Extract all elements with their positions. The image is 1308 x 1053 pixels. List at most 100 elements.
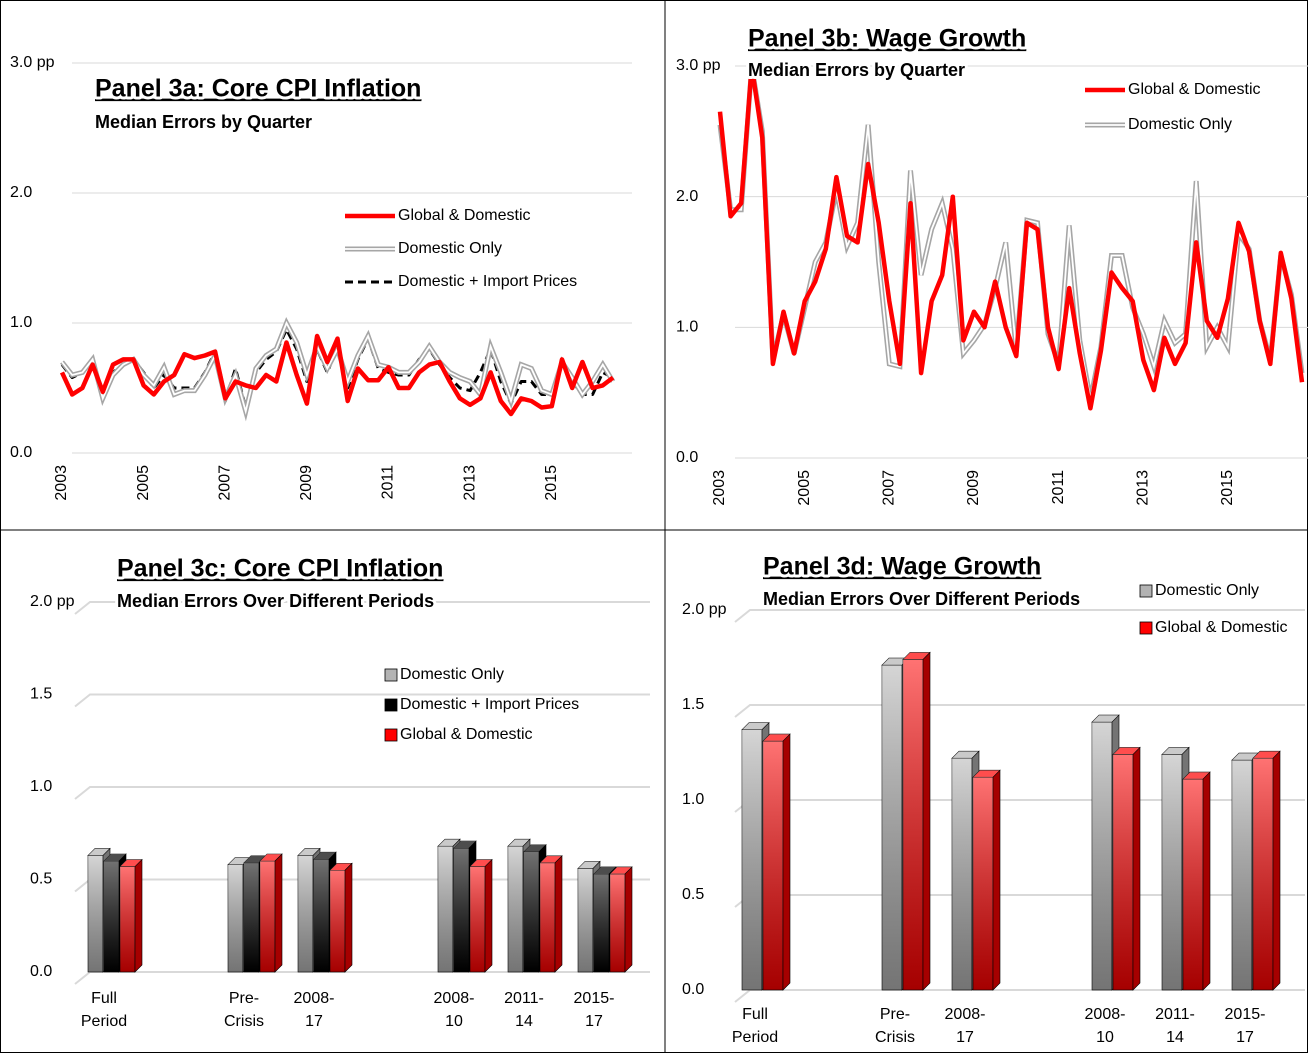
- bar-shade: [1232, 760, 1252, 990]
- y-tick-label: 1.5: [30, 686, 52, 703]
- bar-shade: [1113, 754, 1133, 990]
- panel-subtitle: Median Errors Over Different Periods: [117, 591, 434, 611]
- grid-line: [734, 989, 1305, 1003]
- legend-label: Global & Domestic: [400, 726, 533, 743]
- x-tick-label: 2005: [796, 470, 813, 506]
- panel-subtitle: Median Errors by Quarter: [748, 60, 965, 80]
- legend-label: Domestic Only: [398, 240, 502, 257]
- legend-label: Domestic Only: [1155, 582, 1259, 599]
- bar: [762, 733, 791, 991]
- bar-side-dark: [555, 855, 562, 972]
- bar-top-light: [1253, 751, 1280, 759]
- grid-line: [74, 878, 650, 893]
- bar-shade: [438, 846, 453, 972]
- series-line: [60, 328, 614, 409]
- legend-swatch: [384, 728, 398, 742]
- bar-side: [624, 866, 633, 973]
- bar-side: [1202, 771, 1211, 991]
- grid-line: [734, 704, 1305, 718]
- bar-shade: [578, 868, 593, 972]
- bar-shade: [260, 861, 275, 972]
- bar: [259, 853, 283, 973]
- legend-swatch: [1139, 621, 1153, 635]
- y-tick-label: 2.0: [10, 184, 32, 201]
- bar-side: [1132, 746, 1141, 991]
- x-tick-label: 2013: [461, 465, 478, 501]
- bar-top-light: [952, 751, 979, 759]
- bar-shade: [120, 866, 135, 972]
- legend-label: Global & Domestic: [1155, 619, 1288, 636]
- x-tick-label: 2008- 17: [293, 990, 335, 1030]
- panel-title: Panel 3d: Wage Growth: [763, 553, 1041, 581]
- bar-shade: [594, 873, 609, 972]
- grid-line: [734, 894, 1305, 908]
- bar-side: [274, 853, 283, 973]
- panel-title: Panel 3a: Core CPI Inflation: [95, 75, 421, 103]
- x-tick-label: 2003: [53, 465, 70, 501]
- bar-shade: [763, 741, 783, 990]
- bar-side-dark: [1203, 772, 1210, 990]
- x-tick-label: Pre- Crisis: [224, 990, 264, 1030]
- bar-side-dark: [625, 866, 632, 972]
- panel-subtitle: Median Errors by Quarter: [95, 112, 312, 132]
- x-tick-label: 2008- 10: [1084, 1006, 1126, 1046]
- legend-label: Global & Domestic: [398, 207, 531, 224]
- y-tick-label: 2.0: [676, 188, 698, 205]
- y-tick-label: 2.0 pp: [682, 601, 727, 618]
- grid-line: [74, 693, 650, 708]
- bar-side: [782, 733, 791, 991]
- bar: [539, 855, 563, 973]
- legend-label: Domestic Only: [1128, 116, 1232, 133]
- bar-side: [134, 858, 143, 973]
- bar: [329, 862, 353, 973]
- y-tick-label: 3.0 pp: [10, 54, 55, 71]
- x-tick-label: 2008- 10: [433, 990, 475, 1030]
- bar-top-light: [1162, 747, 1189, 755]
- bar-shade: [454, 848, 469, 972]
- grid-line: [734, 799, 1305, 813]
- x-tick-label: 2007: [881, 470, 898, 506]
- y-tick-label: 0.0: [676, 449, 698, 466]
- y-tick-label: 0.0: [682, 981, 704, 998]
- bar-side: [1272, 750, 1281, 991]
- bar-side: [484, 858, 493, 973]
- legend-label: Global & Domestic: [1128, 81, 1261, 98]
- bar: [1112, 746, 1141, 991]
- legend-swatch: [384, 668, 398, 682]
- bar: [119, 858, 143, 973]
- y-tick-label: 3.0 pp: [676, 57, 721, 74]
- bar-side: [344, 862, 353, 973]
- series-line: [717, 63, 1305, 411]
- legend-label: Domestic + Import Prices: [400, 696, 579, 713]
- bar-top-light: [1113, 747, 1140, 755]
- bar-side-dark: [783, 734, 790, 990]
- bar-side-dark: [1273, 751, 1280, 990]
- legend-label: Domestic + Import Prices: [398, 273, 577, 290]
- bar-shade: [330, 870, 345, 972]
- bar-shade: [244, 862, 259, 972]
- x-tick-label: 2008- 17: [944, 1006, 986, 1046]
- bar-side: [922, 651, 931, 991]
- y-tick-label: 0.0: [30, 963, 52, 980]
- bar-shade: [1092, 722, 1112, 990]
- series-line-core: [61, 320, 614, 415]
- x-tick-label: 2011: [380, 465, 397, 500]
- grid-line: [74, 971, 650, 985]
- panel-title: Panel 3c: Core CPI Inflation: [117, 555, 443, 583]
- bar-shade: [88, 855, 103, 972]
- x-tick-label: 2003: [711, 470, 728, 506]
- series-line: [59, 333, 615, 417]
- bar-shade: [742, 729, 762, 990]
- bar-side: [992, 769, 1001, 991]
- bar-shade: [228, 864, 243, 972]
- x-tick-label: 2015- 17: [1224, 1006, 1266, 1046]
- x-tick-label: Pre- Crisis: [875, 1006, 915, 1046]
- x-tick-label: 2005: [135, 465, 152, 501]
- bar-shade: [104, 861, 119, 972]
- bar: [1252, 750, 1281, 991]
- bar: [1182, 771, 1211, 991]
- bar: [902, 651, 931, 991]
- bar-side-dark: [485, 859, 492, 972]
